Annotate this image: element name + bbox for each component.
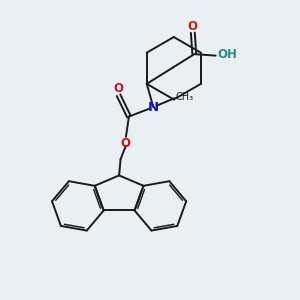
Text: CH₃: CH₃	[175, 92, 193, 102]
Text: O: O	[188, 20, 198, 33]
Text: N: N	[148, 100, 159, 114]
Text: OH: OH	[217, 48, 237, 61]
Text: O: O	[120, 136, 130, 149]
Text: O: O	[113, 82, 123, 95]
